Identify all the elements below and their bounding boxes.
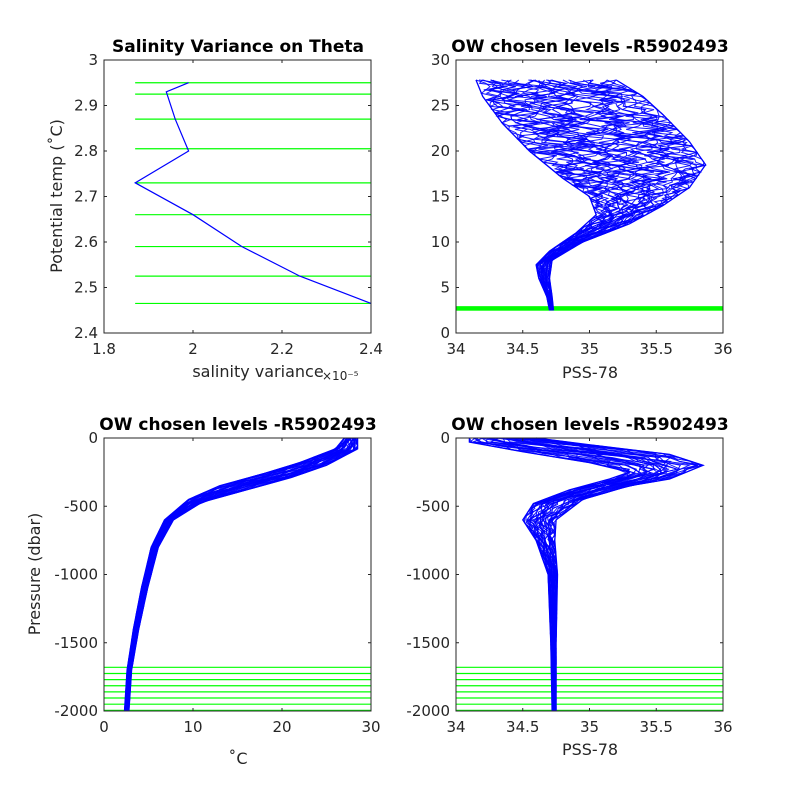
- panel-1-ytick-label: 2.7: [74, 188, 98, 206]
- panel-1-title: Salinity Variance on Theta: [112, 37, 364, 57]
- panel-2-envelope-left: [475, 79, 597, 311]
- panel-4-title: OW chosen levels -R5902493: [451, 415, 728, 435]
- panel-3-ytick-label: -1500: [54, 634, 98, 652]
- panel-1-xtick-label: 1.8: [92, 340, 116, 358]
- panel-4-xtick-label: 34: [446, 718, 465, 736]
- panel-2-xtick-label: 34: [446, 340, 465, 358]
- panel-1-ytick-label: 2.4: [74, 324, 98, 342]
- panel-1-ytick-label: 2.8: [74, 142, 98, 160]
- panel-pressure-salinity: OW chosen levels -R5902493 PSS-78: [451, 415, 728, 759]
- panel-3-ytick-label: 0: [88, 429, 98, 447]
- panel-3-envelope-right: [128, 438, 359, 712]
- panel-3-xlabel: ˚C: [228, 749, 247, 768]
- panel-2-ytick-label: 20: [431, 142, 450, 160]
- panel-4-envelope-left: [468, 438, 632, 712]
- panel-1-x-exponent: ×10⁻⁵: [322, 369, 359, 383]
- panel-4-envelope-right: [536, 437, 705, 711]
- panel-1-ytick-label: 3: [88, 51, 98, 69]
- panel-2-xtick-label: 35.5: [640, 340, 673, 358]
- panel-2-ytick-label: 25: [431, 97, 450, 115]
- panel-4-ytick-label: -500: [416, 497, 450, 515]
- panel-1-ytick-label: 2.6: [74, 233, 98, 251]
- panel-4-ytick-label: 0: [440, 429, 450, 447]
- panel-1-xlabel: salinity variance: [192, 362, 323, 381]
- panel-3-ytick-label: -1000: [54, 566, 98, 584]
- panel-pressure-temperature: OW chosen levels -R5902493 ˚C Pressure (…: [25, 415, 377, 768]
- panel-1-ytick-label: 2.5: [74, 279, 98, 297]
- panel-4-xtick-label: 36: [713, 718, 732, 736]
- panel-2-title: OW chosen levels -R5902493: [451, 37, 728, 57]
- panel-3-ytick-label: -500: [64, 497, 98, 515]
- panel-1-xtick-label: 2.4: [359, 340, 383, 358]
- panel-1-series-line: [133, 82, 372, 304]
- panel-3-envelope-left: [123, 437, 345, 712]
- panel-3-xtick-label: 20: [272, 718, 291, 736]
- panel-2-profile-line: [535, 79, 639, 311]
- panel-2-xtick-label: 34.5: [506, 340, 539, 358]
- panel-4-ytick-label: -2000: [406, 702, 450, 720]
- panel-2-xlabel: PSS-78: [562, 363, 618, 382]
- panel-2-ytick-label: 5: [440, 279, 450, 297]
- panel-2-ytick-label: 0: [440, 324, 450, 342]
- panel-4-xtick-label: 34.5: [506, 718, 539, 736]
- panel-1-xtick-label: 2: [188, 340, 198, 358]
- panel-4-xtick-label: 35: [580, 718, 599, 736]
- panel-2-level-band: [456, 306, 723, 311]
- panel-2-ytick-label: 15: [431, 188, 450, 206]
- panel-3-xtick-label: 10: [183, 718, 202, 736]
- panel-3-ylabel: Pressure (dbar): [25, 513, 44, 636]
- panel-1-plot-area: [133, 82, 372, 305]
- panel-2-profile-line: [492, 79, 612, 311]
- panel-1-xtick-label: 2.2: [270, 340, 294, 358]
- panel-2-profile-line: [544, 79, 671, 311]
- panel-2-xtick-label: 35: [580, 340, 599, 358]
- panel-4-plot-area: [456, 437, 723, 712]
- panel-salinity-variance: Salinity Variance on Theta salinity vari…: [47, 37, 372, 383]
- panel-4-xlabel: PSS-78: [562, 740, 618, 759]
- panel-4-ytick-label: -1000: [406, 566, 450, 584]
- panel-2-ytick-label: 10: [431, 233, 450, 251]
- panel-2-xtick-label: 36: [713, 340, 732, 358]
- panel-4-ytick-label: -1500: [406, 634, 450, 652]
- panel-2-envelope-right: [548, 79, 707, 311]
- panel-2-ytick-label: 30: [431, 51, 450, 69]
- panel-1-ytick-label: 2.9: [74, 97, 98, 115]
- panel-3-ytick-label: -2000: [54, 702, 98, 720]
- panel-1-ylabel: Potential temp (˚C): [47, 119, 66, 273]
- panel-4-xtick-label: 35.5: [640, 718, 673, 736]
- panel-2-plot-area: [456, 79, 723, 311]
- panel-3-xtick-label: 0: [99, 718, 109, 736]
- panel-3-title: OW chosen levels -R5902493: [99, 415, 376, 435]
- panel-3-plot-area: [104, 437, 371, 712]
- panel-3-xtick-label: 30: [361, 718, 380, 736]
- panel-ts-salinity: OW chosen levels -R5902493 PSS-78: [451, 37, 728, 382]
